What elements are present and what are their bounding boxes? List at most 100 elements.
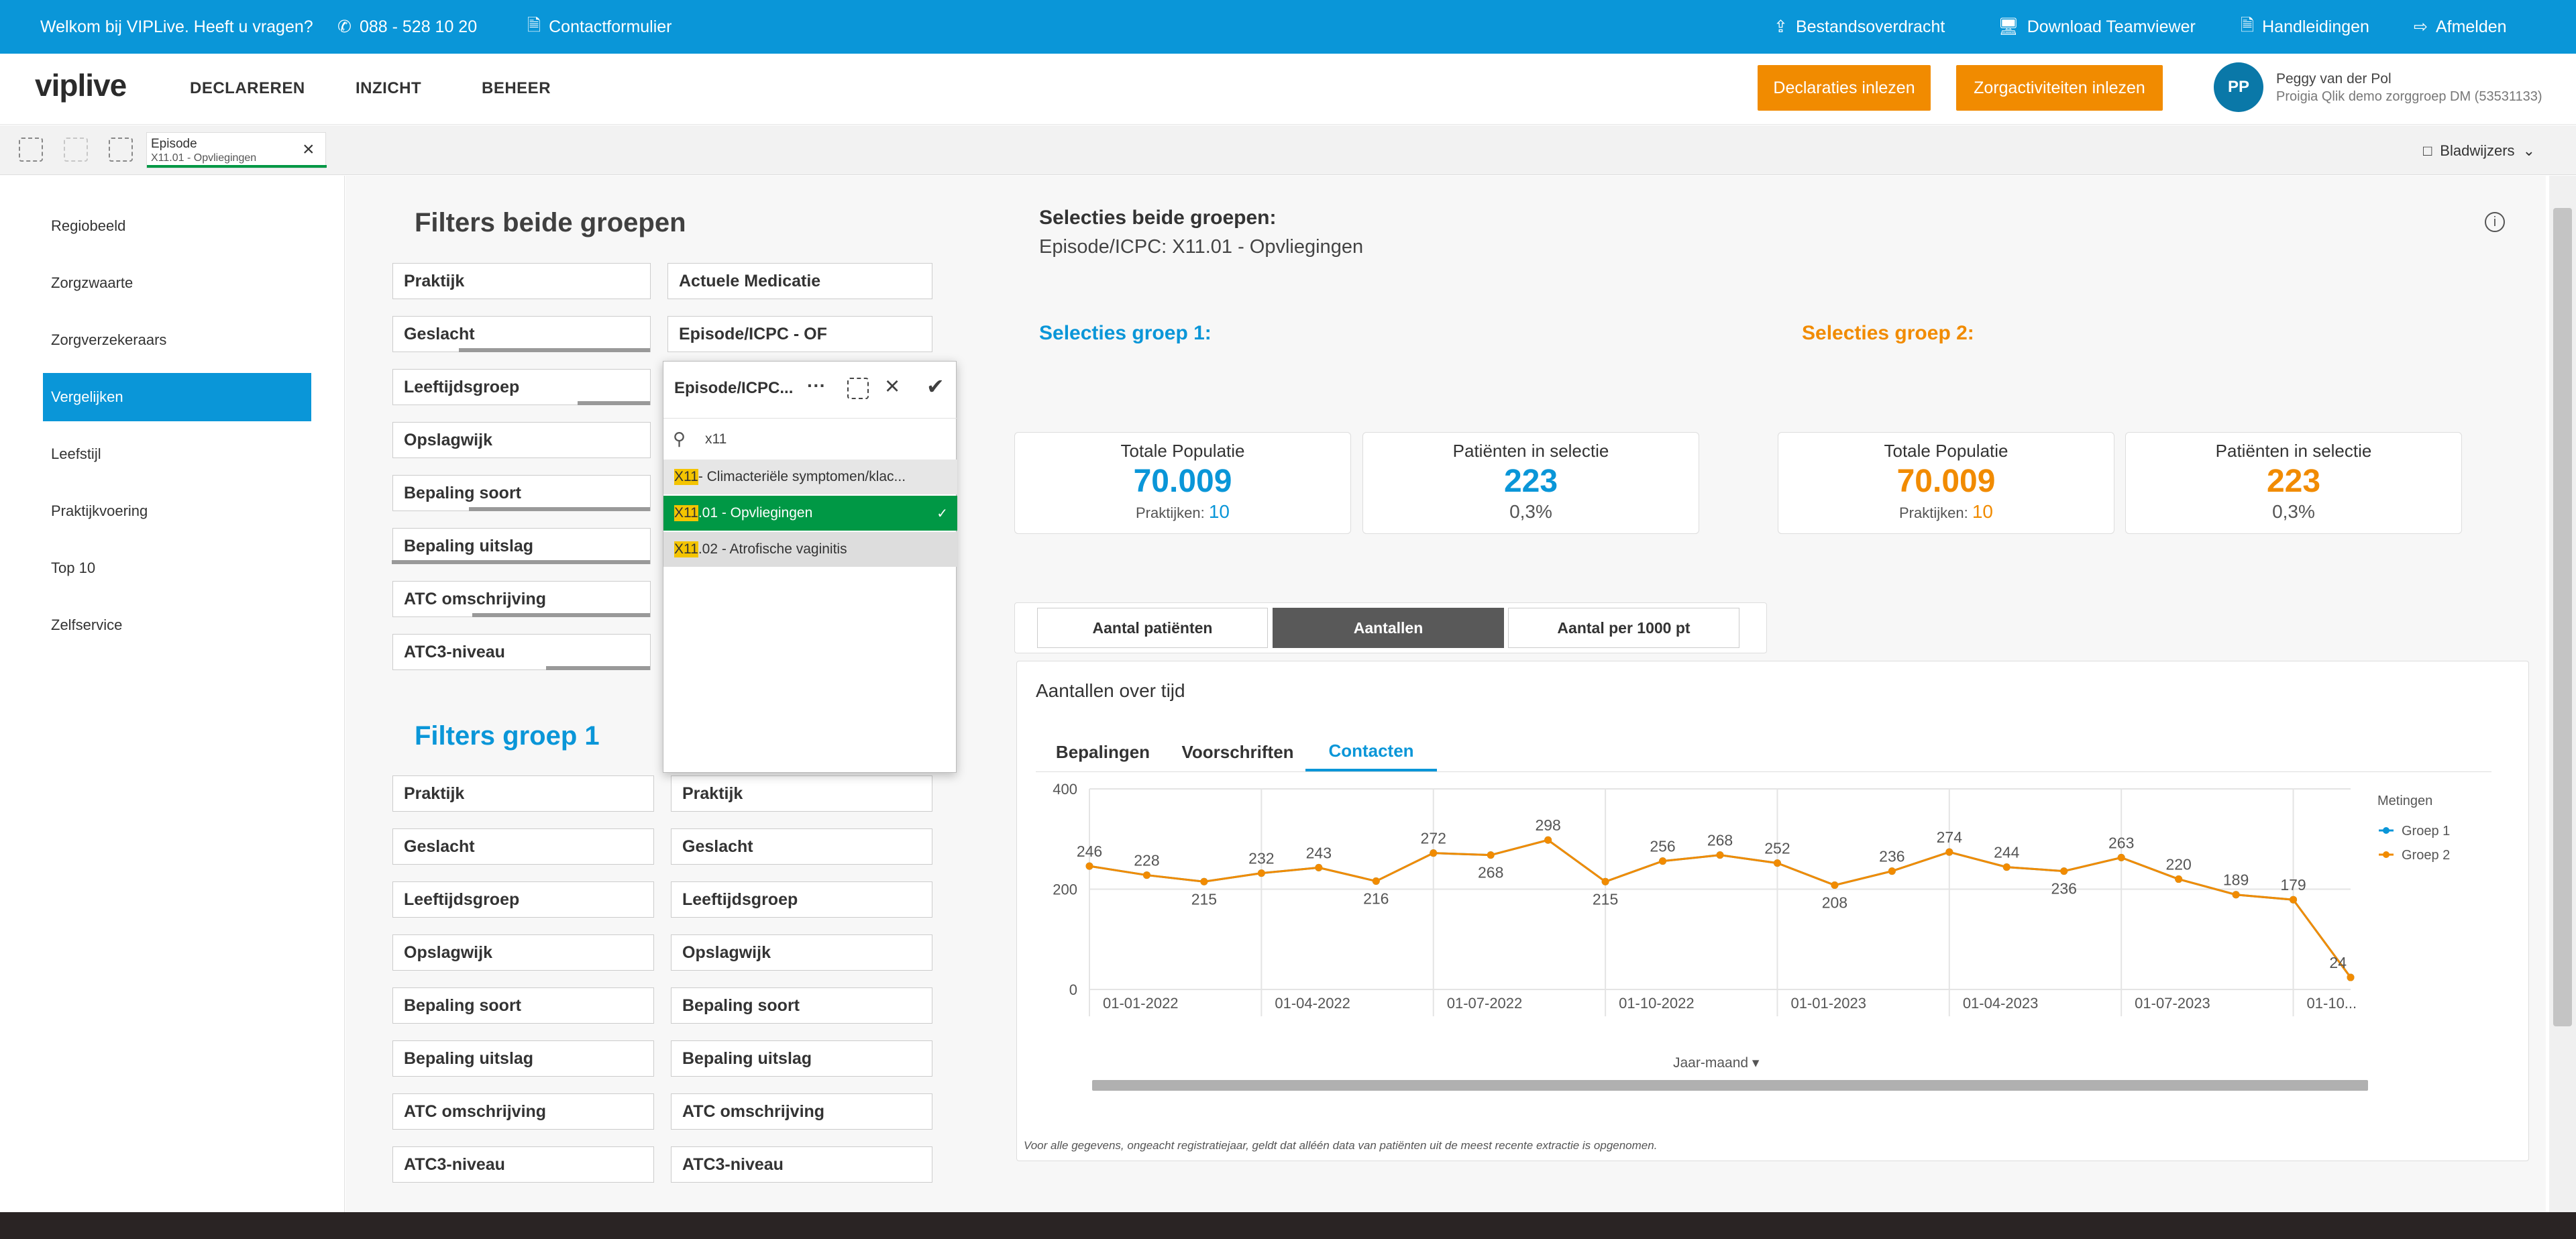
kpi-title: Totale Populatie (1120, 441, 1245, 461)
data-label: 215 (1593, 890, 1618, 908)
search-input[interactable]: x11 (705, 431, 727, 447)
check-icon: ✓ (936, 506, 948, 521)
cancel-icon[interactable]: × (885, 372, 900, 400)
filter-opslagwijk[interactable]: Opslagwijk (392, 422, 651, 458)
sidebar-item-vergelijken[interactable]: Vergelijken (43, 373, 311, 421)
sidebar (0, 176, 345, 1212)
g2-filter-bepaling-soort[interactable]: Bepaling soort (671, 987, 932, 1024)
x-tick-label: 01-04-2023 (1963, 995, 2039, 1012)
list-item[interactable]: X11 - Climacteriële symptomen/klac... (663, 460, 957, 494)
sidebar-item-zorgverzekeraars[interactable]: Zorgverzekeraars (51, 331, 167, 348)
phone-link[interactable]: ✆ 088 - 528 10 20 (337, 0, 477, 54)
selection-tool-icon[interactable] (847, 378, 869, 399)
tab-contacten[interactable]: Contacten (1305, 733, 1437, 771)
close-icon[interactable]: × (303, 138, 315, 160)
manuals-link[interactable]: 🗎 Handleidingen (2241, 0, 2369, 54)
data-label: 189 (2223, 871, 2249, 889)
sidebar-item-top10[interactable]: Top 10 (51, 559, 96, 576)
chart-scrollbar[interactable] (1092, 1080, 2368, 1091)
bottom-strip (0, 1212, 2576, 1239)
y-tick-label: 200 (1053, 881, 1077, 898)
tab-aantal-patienten[interactable]: Aantal patiënten (1037, 608, 1268, 648)
more-icon[interactable]: ··· (807, 375, 826, 396)
g1-filter-bepaling-uitslag[interactable]: Bepaling uitslag (392, 1040, 654, 1077)
tab-bepalingen[interactable]: Bepalingen (1055, 741, 1150, 762)
episode-listbox-popup[interactable]: Episode/ICPC... ··· × ✔ ⚲ x11 X11 - Clim… (663, 361, 957, 773)
list-item[interactable]: X11.02 - Atrofische vaginitis (663, 532, 957, 567)
g2-filter-atc3-niveau[interactable]: ATC3-niveau (671, 1146, 932, 1183)
avatar[interactable]: PP (2214, 62, 2263, 112)
g1-filter-atc-omschrijving[interactable]: ATC omschrijving (392, 1093, 654, 1130)
filter-bepaling-uitslag[interactable]: Bepaling uitslag (392, 528, 651, 564)
data-label: 268 (1478, 864, 1503, 881)
nav-inzicht[interactable]: INZICHT (356, 79, 422, 97)
g1-filter-leeftijdsgroep[interactable]: Leeftijdsgroep (392, 881, 654, 918)
g2-filter-praktijk[interactable]: Praktijk (671, 775, 932, 812)
confirm-icon[interactable]: ✔ (926, 374, 945, 398)
page-scrollbar[interactable] (2549, 176, 2576, 1212)
g2-filter-leeftijdsgroep[interactable]: Leeftijdsgroep (671, 881, 932, 918)
data-point (1544, 836, 1552, 844)
tab-aantallen[interactable]: Aantallen (1273, 608, 1504, 648)
scrollbar-thumb[interactable] (2553, 208, 2572, 1026)
g2-filter-bepaling-uitslag[interactable]: Bepaling uitslag (671, 1040, 932, 1077)
nav-declareren[interactable]: DECLAREREN (190, 79, 305, 97)
data-label: 220 (2165, 856, 2191, 873)
sidebar-item-zorgzwaarte[interactable]: Zorgzwaarte (51, 274, 133, 291)
match-highlight: X11 (674, 469, 698, 485)
contact-link[interactable]: 🗎 Contactformulier (527, 0, 672, 54)
filter-bepaling-soort[interactable]: Bepaling soort (392, 475, 651, 511)
teamviewer-link[interactable]: 🖥 Download Teamviewer (1998, 0, 2196, 54)
tab-voorschriften[interactable]: Voorschriften (1181, 741, 1294, 762)
chevron-down-icon: ⌄ (2522, 142, 2535, 159)
nav-beheer[interactable]: BEHEER (482, 79, 551, 97)
data-label: 274 (1937, 828, 1963, 846)
filter-leeftijdsgroep[interactable]: Leeftijdsgroep (392, 369, 651, 405)
selection-chip[interactable]: Episode X11.01 - Opvliegingen × (146, 132, 327, 168)
viplive-logo[interactable]: viplive (35, 68, 127, 103)
dimension-selector[interactable]: Jaar-maand ▾ (1673, 1055, 1759, 1071)
filter-atc-omschrijving[interactable]: ATC omschrijving (392, 581, 651, 617)
declaraties-inlezen-button[interactable]: Declaraties inlezen (1758, 65, 1931, 111)
data-label: 24 (2329, 954, 2347, 971)
document-icon: 🗎 (2241, 15, 2255, 35)
x-tick-label: 01-10-2022 (1619, 995, 1695, 1012)
sidebar-item-praktijkvoering[interactable]: Praktijkvoering (51, 502, 148, 519)
sidebar-item-regiobeeld[interactable]: Regiobeeld (51, 217, 126, 234)
g1-filter-geslacht[interactable]: Geslacht (392, 828, 654, 865)
sidebar-item-zelfservice[interactable]: Zelfservice (51, 616, 123, 633)
g2-filter-geslacht[interactable]: Geslacht (671, 828, 932, 865)
logout-link[interactable]: ⇨ Afmelden (2414, 0, 2507, 54)
filter-geslacht[interactable]: Geslacht (392, 316, 651, 352)
data-label: 246 (1077, 843, 1102, 860)
tab-aantal-per-1000[interactable]: Aantal per 1000 pt (1508, 608, 1739, 648)
list-item-selected[interactable]: X11.01 - Opvliegingen ✓ (663, 496, 957, 531)
welcome-text: Welkom bij VIPLive. Heeft u vragen? (40, 17, 313, 36)
filter-praktijk[interactable]: Praktijk (392, 263, 651, 299)
filter-episode-icpc-of[interactable]: Episode/ICPC - OF (667, 316, 932, 352)
g2-filter-atc-omschrijving[interactable]: ATC omschrijving (671, 1093, 932, 1130)
user-org: Proigia Qlik demo zorggroep DM (53531133… (2276, 89, 2542, 104)
filter-selection-bar (392, 560, 650, 564)
zorgactiviteiten-inlezen-button[interactable]: Zorgactiviteiten inlezen (1956, 65, 2163, 111)
transfer-link[interactable]: ⇪ Bestandsoverdracht (1774, 0, 1945, 54)
g1-filter-opslagwijk[interactable]: Opslagwijk (392, 934, 654, 971)
filter-atc3-niveau[interactable]: ATC3-niveau (392, 634, 651, 670)
info-icon[interactable]: i (2485, 212, 2505, 232)
data-point (2060, 867, 2068, 875)
bookmarks-button[interactable]: □ Bladwijzers ⌄ (2423, 139, 2535, 163)
listbox-title: Episode/ICPC... (674, 379, 794, 397)
kpi-sub: Praktijken: 10 (1778, 501, 2114, 523)
step-forward-icon[interactable] (64, 138, 88, 162)
clear-selections-icon[interactable] (109, 138, 133, 162)
filter-actuele-medicatie[interactable]: Actuele Medicatie (667, 263, 932, 299)
g2-filter-opslagwijk[interactable]: Opslagwijk (671, 934, 932, 971)
y-axis-ticks: 0 200 400 (1053, 781, 1077, 998)
g1-filter-atc3-niveau[interactable]: ATC3-niveau (392, 1146, 654, 1183)
g1-filter-praktijk[interactable]: Praktijk (392, 775, 654, 812)
step-back-icon[interactable] (19, 138, 43, 162)
selections-group1-title: Selecties groep 1: (1039, 322, 1212, 344)
sidebar-item-leefstijl[interactable]: Leefstijl (51, 445, 101, 462)
g1-filter-bepaling-soort[interactable]: Bepaling soort (392, 987, 654, 1024)
